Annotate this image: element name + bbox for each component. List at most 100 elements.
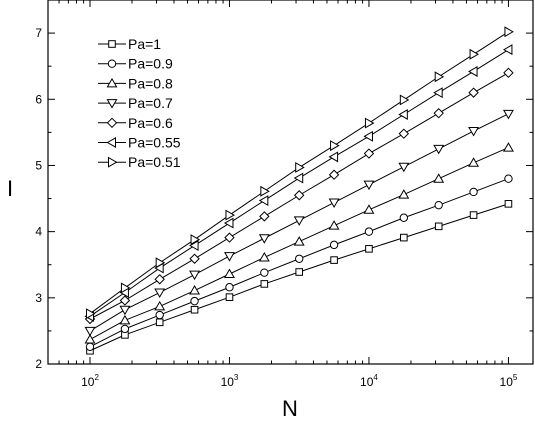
data-point [399, 94, 410, 106]
series-Pa=0.6 [84, 67, 514, 325]
series-Pa=0.8 [84, 142, 514, 344]
data-point [190, 305, 199, 314]
data-point [189, 270, 201, 281]
y-tick-label: 4 [35, 225, 42, 239]
data-point [502, 44, 513, 56]
data-point [294, 190, 305, 201]
series-Pa=0.7 [84, 109, 514, 337]
data-point [154, 274, 165, 285]
data-point [293, 172, 304, 184]
data-point [225, 293, 234, 301]
data-point [120, 324, 130, 334]
legend-label: Pa=0.7 [128, 95, 173, 111]
x-tick-label-exponent: 2 [94, 373, 99, 382]
data-point [224, 232, 235, 243]
y-tick-label: 3 [35, 291, 42, 305]
data-point [398, 189, 410, 199]
data-point [503, 67, 514, 79]
data-point [330, 140, 340, 152]
data-point [433, 107, 444, 119]
data-point [398, 128, 410, 139]
data-point [295, 268, 304, 276]
y-tick-label: 6 [35, 92, 42, 106]
data-point [295, 161, 305, 173]
data-point [434, 222, 443, 231]
x-tick-label-exponent: 4 [373, 373, 378, 382]
data-point [434, 71, 445, 83]
data-point [154, 288, 166, 299]
data-point [468, 87, 479, 98]
data-point [120, 282, 131, 294]
data-point [328, 220, 340, 230]
legend-label: Pa=0.8 [128, 75, 173, 91]
data-point [154, 300, 166, 311]
data-point [502, 142, 514, 152]
data-point [260, 268, 269, 277]
legend-label: Pa=0.51 [128, 154, 181, 170]
data-point [293, 236, 305, 246]
legend-label: Pa=0.6 [128, 115, 173, 131]
data-point [293, 216, 305, 226]
data-point [433, 144, 445, 155]
data-point [400, 233, 408, 242]
data-point [224, 252, 235, 262]
x-tick-label-exponent: 5 [513, 373, 518, 382]
data-point [260, 185, 270, 197]
data-point [85, 342, 95, 351]
series-layer [84, 26, 514, 355]
legend-item: Pa=0.51 [98, 154, 181, 170]
x-tick-label: 105 [500, 373, 518, 389]
legend-marker [107, 59, 117, 68]
data-point [155, 318, 164, 327]
data-point [398, 109, 408, 120]
x-tick-label-base: 10 [221, 375, 235, 389]
y-tick-label: 7 [35, 26, 42, 40]
series-Pa=0.51 [85, 26, 514, 320]
data-point [225, 209, 235, 221]
data-point [469, 187, 478, 197]
y-tick-label: 5 [35, 158, 42, 172]
data-point [365, 245, 373, 253]
data-point [258, 234, 270, 244]
x-tick-label-base: 10 [81, 375, 95, 389]
data-point [119, 305, 131, 316]
data-point [155, 257, 166, 269]
x-tick-label: 104 [360, 373, 378, 389]
data-point [469, 48, 480, 60]
data-point [84, 334, 96, 344]
data-point [504, 174, 513, 183]
data-point [119, 314, 131, 325]
x-tick-label: 102 [81, 373, 99, 389]
series-Pa=0.9 [85, 174, 513, 351]
legend-item: Pa=0.8 [98, 75, 173, 91]
data-point [468, 127, 480, 137]
data-point [434, 200, 443, 210]
x-axis: 102 103 104 105 [47, 0, 518, 389]
data-point [190, 234, 201, 246]
data-point [469, 211, 478, 219]
data-point [223, 217, 234, 229]
y-axis-title: I [7, 176, 13, 201]
data-point [364, 117, 375, 129]
legend-label: Pa=0.55 [128, 135, 181, 151]
data-point [364, 227, 374, 236]
data-point [468, 66, 478, 77]
data-point [258, 251, 270, 262]
legend-marker [106, 99, 118, 109]
legend-item: Pa=0.55 [98, 135, 181, 151]
data-point [330, 256, 338, 264]
data-point [399, 213, 409, 222]
data-point [224, 268, 235, 278]
x-tick-label: 103 [221, 373, 239, 389]
data-point [329, 240, 339, 250]
series-Pa=1 [86, 200, 513, 355]
data-point [189, 285, 201, 295]
data-point [328, 169, 340, 180]
data-point [504, 26, 514, 38]
data-point [363, 180, 375, 191]
data-point [363, 204, 375, 214]
data-point [189, 240, 199, 251]
data-point [295, 254, 304, 263]
legend-item: Pa=1 [98, 36, 161, 52]
